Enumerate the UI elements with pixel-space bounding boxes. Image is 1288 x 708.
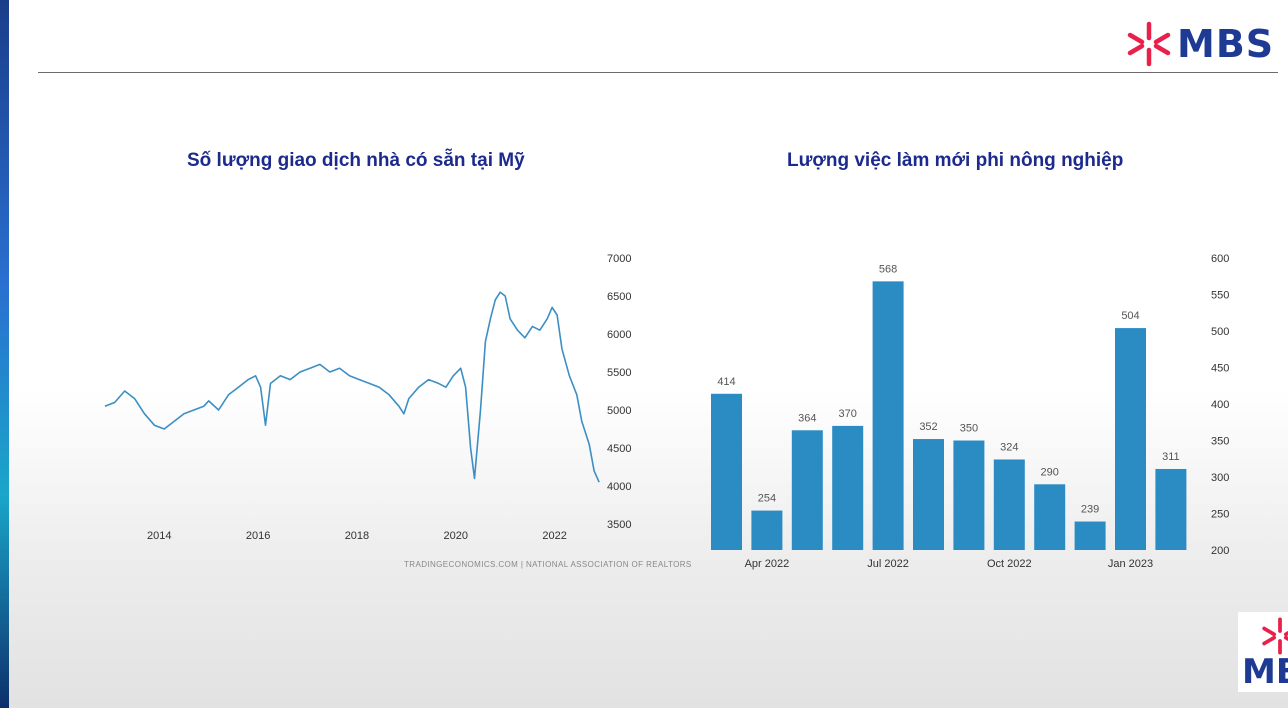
mbs-logo: MBS <box>1125 18 1280 70</box>
chart-source-note: TRADINGECONOMICS.COM | NATIONAL ASSOCIAT… <box>404 560 692 569</box>
bar-nov-2022 <box>1034 484 1066 550</box>
y-tick-label: 600 <box>1211 253 1229 265</box>
bar-value-label: 504 <box>1121 310 1139 322</box>
bar-feb-2023 <box>1155 468 1187 550</box>
bar-value-label: 370 <box>839 408 857 420</box>
corner-mbs-star-icon <box>1262 617 1288 655</box>
corner-mbs-logo: MBS <box>1238 612 1288 692</box>
bar-jun-2022 <box>832 425 864 550</box>
payrolls-x-axis: Apr 2022 Jul 2022 Oct 2022 Jan 2023 <box>745 558 1154 570</box>
x-tick-label: Jan 2023 <box>1108 558 1153 570</box>
y-tick-label: 550 <box>1211 290 1229 302</box>
slide-left-edge <box>0 0 9 708</box>
y-tick-label: 300 <box>1211 472 1229 484</box>
bar-aug-2022 <box>913 439 944 550</box>
y-tick-label: 4000 <box>607 481 631 493</box>
bar-value-label: 364 <box>798 412 816 424</box>
bar-value-label: 350 <box>960 423 978 435</box>
bar-apr-2022 <box>751 510 783 550</box>
header-divider <box>38 72 1278 73</box>
y-tick-label: 7000 <box>607 253 631 265</box>
bar-value-label: 290 <box>1041 466 1059 478</box>
mbs-star-icon <box>1127 21 1171 67</box>
y-tick-label: 3500 <box>607 519 631 531</box>
bar-value-label: 414 <box>717 376 735 388</box>
payrolls-y-axis: 600 550 500 450 400 350 300 250 200 <box>1211 253 1229 557</box>
home-sales-x-axis: 2014 2016 2018 2020 2022 <box>147 530 567 542</box>
x-tick-label: 2014 <box>147 530 171 542</box>
y-tick-label: 5000 <box>607 405 631 417</box>
y-tick-label: 6000 <box>607 329 631 341</box>
x-tick-label: Oct 2022 <box>987 558 1032 570</box>
bar-jan-2023 <box>1115 328 1146 550</box>
y-tick-label: 450 <box>1211 363 1229 375</box>
x-tick-label: 2018 <box>345 530 369 542</box>
bar-value-label: 568 <box>879 263 897 275</box>
y-tick-label: 500 <box>1211 326 1229 338</box>
chart-title-nonfarm-payrolls: Lượng việc làm mới phi nông nghiệp <box>787 150 1124 171</box>
bar-value-label: 239 <box>1081 504 1099 516</box>
x-tick-label: 2016 <box>246 530 270 542</box>
bar-value-label: 254 <box>758 493 776 505</box>
bar-sep-2022 <box>953 440 985 550</box>
x-tick-label: 2020 <box>444 530 468 542</box>
nonfarm-payrolls-bar-chart: 600 550 500 450 400 350 300 250 200 Apr 2022 Jul … <box>711 253 1229 570</box>
y-tick-label: 6500 <box>607 291 631 303</box>
bar-may-2022 <box>791 430 823 550</box>
y-tick-label: 400 <box>1211 399 1229 411</box>
y-tick-label: 250 <box>1211 509 1229 521</box>
bar-value-label: 311 <box>1162 451 1180 463</box>
bar-value-label: 324 <box>1000 441 1018 453</box>
payrolls-data-labels: 414 254 364 370 568 352 350 324 290 239 504 311 <box>717 263 1179 515</box>
home-sales-series-line <box>104 291 600 483</box>
corner-mbs-logo-text: MBS <box>1242 652 1288 692</box>
x-tick-label: 2022 <box>542 530 566 542</box>
payrolls-bars <box>711 281 1187 550</box>
bar-mar-2022 <box>711 393 742 550</box>
x-tick-label: Apr 2022 <box>745 558 790 570</box>
mbs-logo-text: MBS <box>1177 22 1275 66</box>
home-sales-y-axis: 7000 6500 6000 5500 5000 4500 4000 3500 <box>607 253 631 531</box>
y-tick-label: 4500 <box>607 443 631 455</box>
bar-value-label: 352 <box>919 421 937 433</box>
bar-jul-2022 <box>872 281 904 550</box>
x-tick-label: Jul 2022 <box>867 558 909 570</box>
bar-oct-2022 <box>993 459 1025 550</box>
y-tick-label: 200 <box>1211 545 1229 557</box>
chart-title-home-sales: Số lượng giao dịch nhà có sẵn tại Mỹ <box>187 150 525 171</box>
y-tick-label: 5500 <box>607 367 631 379</box>
bar-dec-2022 <box>1074 521 1106 550</box>
y-tick-label: 350 <box>1211 436 1229 448</box>
